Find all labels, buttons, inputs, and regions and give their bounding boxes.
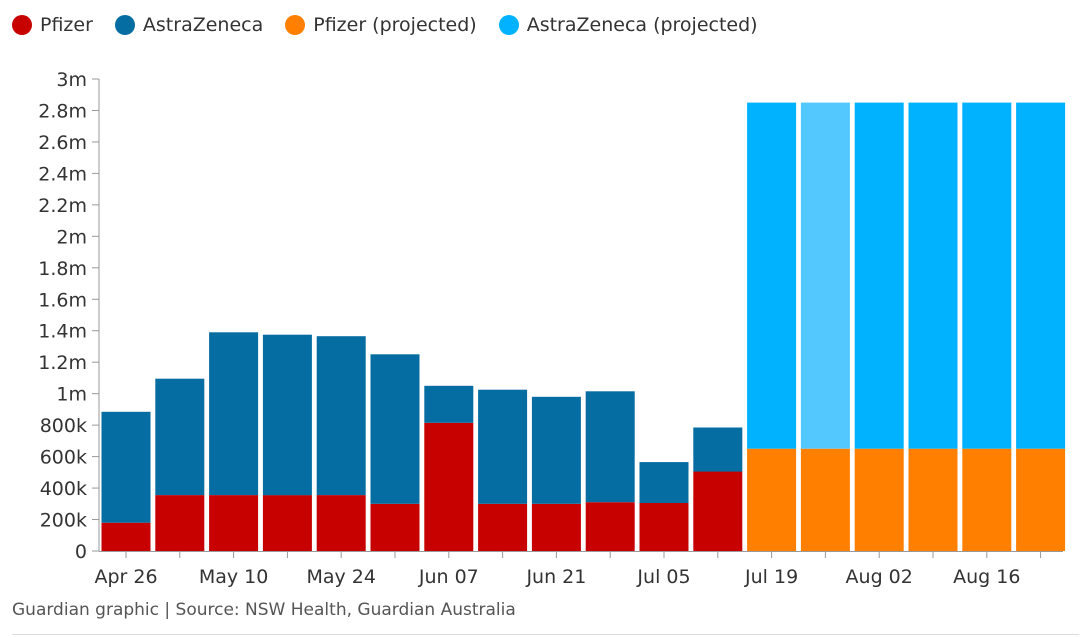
bar-astrazeneca-projected-aug-16 — [962, 102, 1012, 449]
bar-astrazeneca-jul-05 — [639, 462, 689, 503]
bar-pfizer-apr-26 — [101, 522, 151, 551]
x-tick-label: Jun 07 — [418, 566, 479, 588]
bar-astrazeneca-may-24 — [316, 336, 366, 496]
y-tick-label: 2.4m — [38, 163, 87, 185]
legend-swatch-pfizer — [12, 15, 32, 35]
bar-astrazeneca-jun-28 — [585, 391, 635, 503]
y-tick-label: 1.2m — [38, 352, 87, 374]
x-tick-label: Apr 26 — [94, 566, 157, 588]
x-tick-label: May 24 — [306, 566, 376, 588]
bar-astrazeneca-may-31 — [370, 354, 420, 504]
bar-astrazeneca-apr-26 — [101, 411, 151, 523]
stacked-bar-chart: 0 200k 400k 600k 800k 1m 1.2m 1.4m 1.6m 1.8m 2m 2.2… — [38, 69, 1066, 588]
y-tick-label: 0 — [75, 541, 87, 563]
y-tick-label: 600k — [40, 447, 87, 469]
bar-pfizer-projected-jul-26 — [800, 448, 850, 551]
bar-astrazeneca-projected-jul-19 — [747, 102, 797, 449]
bottom-divider — [12, 634, 1079, 635]
y-tick-label: 2.8m — [38, 100, 87, 122]
x-tick-label: Aug 16 — [953, 566, 1020, 588]
legend-swatch-astrazeneca — [114, 15, 135, 35]
bar-pfizer-may-10 — [209, 495, 259, 551]
legend-swatch-astrazeneca-projected — [498, 15, 519, 35]
source-credit: Guardian graphic | Source: NSW Health, G… — [12, 600, 516, 620]
bar-pfizer-jun-28 — [585, 502, 635, 551]
bar-astrazeneca-projected-aug-09 — [908, 102, 958, 449]
bar-astrazeneca-may-03 — [155, 378, 205, 496]
y-tick-label: 400k — [40, 478, 87, 500]
bar-pfizer-jul-05 — [639, 503, 689, 551]
y-tick-label: 1m — [56, 384, 87, 406]
bar-pfizer-projected-aug-09 — [908, 448, 958, 551]
bar-pfizer-projected-aug-23 — [1016, 448, 1066, 551]
bar-astrazeneca-projected-aug-02 — [854, 102, 904, 449]
bar-astrazeneca-jul-12 — [693, 427, 743, 472]
bar-pfizer-may-17 — [262, 495, 312, 551]
x-tick-label: Aug 02 — [846, 566, 913, 588]
y-tick-label: 1.8m — [38, 258, 87, 280]
bar-pfizer-jun-07 — [424, 422, 474, 551]
legend-swatch-pfizer-projected — [285, 15, 306, 35]
y-tick-label: 800k — [40, 415, 87, 437]
bar-pfizer-projected-jul-19 — [747, 448, 797, 551]
legend-label-astrazeneca-projected: AstraZeneca (projected) — [526, 14, 758, 36]
bar-astrazeneca-jun-07 — [424, 385, 474, 423]
legend-item-pfizer: Pfizer — [12, 14, 93, 36]
y-tick-label: 200k — [40, 510, 87, 532]
bar-pfizer-may-31 — [370, 503, 420, 551]
legend-label-pfizer-projected: Pfizer (projected) — [313, 14, 477, 36]
bar-pfizer-jun-14 — [478, 503, 528, 551]
bar-astrazeneca-jun-14 — [478, 389, 528, 504]
y-tick-label: 2.6m — [38, 132, 87, 154]
bar-pfizer-projected-aug-02 — [854, 448, 904, 551]
bar-astrazeneca-may-17 — [262, 334, 312, 496]
x-tick-label: Jul 19 — [744, 566, 798, 588]
legend-item-pfizer-projected: Pfizer (projected) — [285, 14, 477, 36]
legend-label-astrazeneca: AstraZeneca — [142, 14, 264, 36]
bar-pfizer-jun-21 — [531, 503, 581, 551]
legend-item-astrazeneca-projected: AstraZeneca (projected) — [498, 14, 758, 36]
bar-pfizer-may-03 — [155, 495, 205, 551]
legend-item-astrazeneca: AstraZeneca — [114, 14, 264, 36]
x-tick-label: Jun 21 — [525, 566, 586, 588]
bar-astrazeneca-projected-aug-23 — [1016, 102, 1066, 449]
bar-pfizer-jul-12 — [693, 471, 743, 551]
bar-astrazeneca-jun-21 — [531, 396, 581, 504]
y-tick-label: 1.6m — [38, 289, 87, 311]
bar-pfizer-may-24 — [316, 495, 366, 551]
x-tick-label: Jul 05 — [636, 566, 690, 588]
chart-legend: Pfizer AstraZeneca Pfizer (projected) As… — [12, 14, 780, 36]
y-tick-label: 2.2m — [38, 195, 87, 217]
x-tick-label: May 10 — [199, 566, 269, 588]
bar-astrazeneca-projected-jul-26 — [800, 102, 850, 449]
y-tick-label: 1.4m — [38, 321, 87, 343]
y-tick-label: 3m — [56, 69, 87, 91]
bar-astrazeneca-may-10 — [209, 332, 259, 496]
legend-label-pfizer: Pfizer — [40, 14, 93, 36]
bar-pfizer-projected-aug-16 — [962, 448, 1012, 551]
y-tick-label: 2m — [56, 226, 87, 248]
